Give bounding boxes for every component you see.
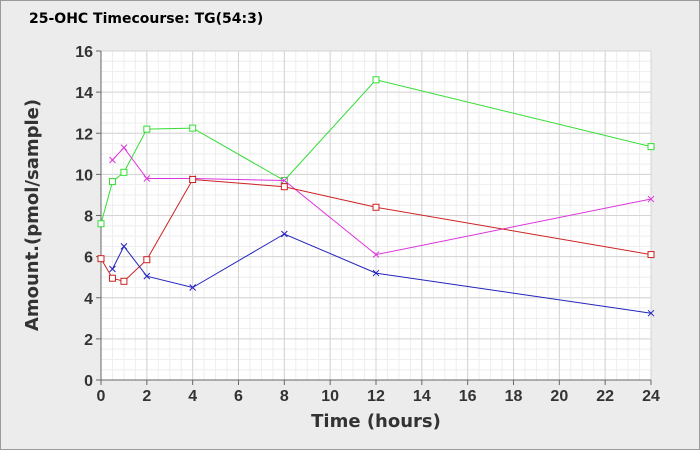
data-point-square — [372, 76, 380, 84]
data-point-x — [372, 251, 380, 258]
data-point-square — [143, 125, 151, 133]
x-marker-stroke — [143, 272, 151, 280]
data-point-square — [97, 255, 105, 263]
y-tick-label: 2 — [84, 332, 93, 349]
data-point-x — [143, 272, 151, 280]
x-tick-label: 20 — [550, 388, 568, 405]
data-point-square — [372, 203, 380, 211]
chart-title: 25-OHC Timecourse: TG(54:3) — [29, 11, 264, 27]
data-point-x — [109, 265, 116, 273]
data-point-square — [120, 277, 128, 285]
x-tick-label: 6 — [234, 388, 243, 405]
x-marker-stroke — [280, 230, 288, 238]
x-marker-stroke — [120, 242, 128, 250]
y-axis-label: Amount.(pmol/sample) — [22, 99, 43, 331]
x-tick-label: 24 — [642, 388, 660, 405]
x-tick-label: 22 — [596, 388, 614, 405]
x-tick-label: 16 — [459, 388, 477, 405]
x-marker-stroke — [189, 284, 197, 291]
x-marker-stroke — [647, 195, 655, 203]
data-point-x — [109, 156, 116, 164]
y-tick-label: 12 — [75, 126, 93, 143]
data-point-x — [372, 269, 380, 277]
x-tick-label: 10 — [321, 388, 339, 405]
data-point-square — [189, 176, 197, 184]
data-point-x — [189, 284, 197, 291]
x-marker-stroke — [372, 269, 380, 277]
x-marker-stroke — [109, 265, 116, 273]
x-marker-stroke — [120, 144, 128, 151]
data-point-x — [647, 195, 655, 203]
x-tick-label: 8 — [280, 388, 289, 405]
data-point-square — [280, 183, 288, 191]
x-tick-label: 18 — [505, 388, 523, 405]
data-point-square — [143, 256, 151, 264]
y-tick-label: 10 — [75, 167, 93, 184]
y-tick-label: 8 — [84, 209, 93, 226]
x-marker-stroke — [280, 177, 288, 184]
grid — [100, 50, 652, 381]
x-tick-label: 12 — [367, 388, 385, 405]
data-point-square — [189, 124, 197, 132]
data-point-x — [647, 309, 655, 317]
data-point-square — [97, 220, 105, 228]
x-marker-stroke — [647, 309, 655, 317]
data-point-square — [120, 168, 128, 176]
x-tick-label: 2 — [142, 388, 151, 405]
data-point-square — [647, 251, 655, 259]
x-axis-label: Time (hours) — [311, 411, 441, 432]
x-tick-label: 0 — [97, 388, 106, 405]
x-tick-label: 4 — [188, 388, 197, 405]
y-tick-label: 4 — [84, 291, 93, 308]
x-marker-stroke — [372, 251, 380, 258]
x-marker-stroke — [109, 156, 116, 164]
series-group — [97, 76, 655, 317]
data-point-square — [108, 178, 116, 186]
data-point-square — [108, 274, 116, 282]
y-tick-label: 6 — [84, 250, 93, 267]
y-tick-label: 0 — [84, 373, 93, 390]
y-tick-label: 16 — [75, 44, 93, 61]
data-point-x — [280, 230, 288, 238]
y-tick-label: 14 — [75, 85, 93, 102]
x-tick-label: 14 — [413, 388, 431, 405]
data-point-x — [120, 242, 128, 250]
x-marker-stroke — [143, 175, 151, 182]
data-point-x — [280, 177, 288, 184]
data-point-x — [120, 144, 128, 151]
data-point-x — [143, 175, 151, 182]
data-point-square — [647, 143, 655, 151]
